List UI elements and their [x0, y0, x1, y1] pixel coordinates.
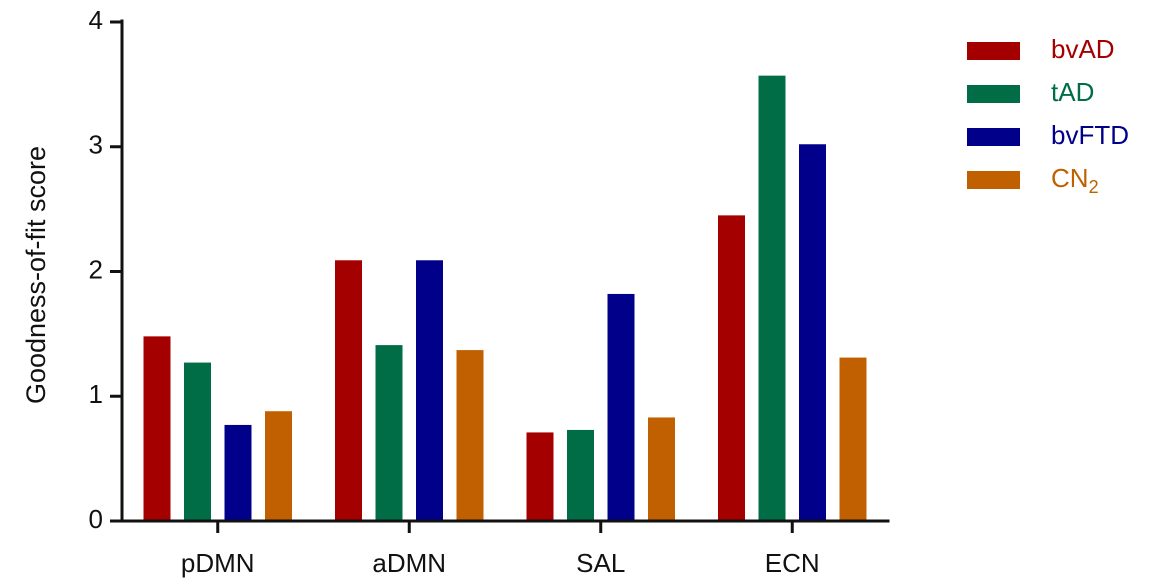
bar-CN2-pDMN	[265, 411, 292, 521]
bar-tAD-SAL	[567, 429, 594, 521]
bar-bvFTD-aDMN	[416, 260, 443, 521]
bar-tAD-pDMN	[184, 362, 211, 521]
x-tick-label-ECN: ECN	[765, 548, 820, 578]
bar-bvFTD-SAL	[607, 293, 635, 521]
bar-bvFTD-ECN	[799, 144, 826, 521]
legend-swatch-bvFTD	[967, 128, 1020, 146]
x-tick-label-pDMN: pDMN	[181, 548, 255, 578]
bar-bvAD-aDMN	[335, 260, 362, 521]
y-axis-title: Goodness-of-fit score	[21, 146, 51, 404]
legend: bvAD tAD bvFTD CN2	[967, 34, 1129, 197]
y-tick-label-0: 0	[89, 504, 103, 534]
legend-swatch-tAD	[967, 85, 1020, 103]
bar-bvFTD-pDMN	[224, 424, 252, 521]
bar-bvAD-pDMN	[143, 336, 171, 521]
legend-swatch-bvAD	[967, 42, 1020, 60]
bars-group	[143, 75, 867, 522]
bar-bvAD-ECN	[718, 215, 745, 522]
x-tick-label-aDMN: aDMN	[372, 548, 446, 578]
legend-label-CN2: CN2	[1051, 163, 1099, 197]
legend-swatch-CN2	[967, 171, 1020, 189]
ticks-group: 0 1 2 3 4 pDMN aDMN SAL ECN	[89, 5, 820, 578]
y-tick-label-4: 4	[89, 5, 103, 35]
y-tick-label-1: 1	[89, 379, 103, 409]
y-tick-label-3: 3	[89, 130, 103, 160]
bar-CN2-ECN	[839, 357, 867, 521]
bar-tAD-ECN	[758, 75, 786, 521]
legend-label-bvAD: bvAD	[1051, 34, 1115, 64]
bar-CN2-SAL	[648, 417, 675, 521]
legend-label-tAD: tAD	[1051, 77, 1094, 107]
x-tick-label-SAL: SAL	[576, 548, 625, 578]
bar-bvAD-SAL	[526, 432, 554, 521]
bar-CN2-aDMN	[456, 350, 484, 521]
y-tick-label-2: 2	[89, 254, 103, 284]
legend-label-bvFTD: bvFTD	[1051, 120, 1129, 150]
bar-tAD-aDMN	[375, 345, 403, 521]
